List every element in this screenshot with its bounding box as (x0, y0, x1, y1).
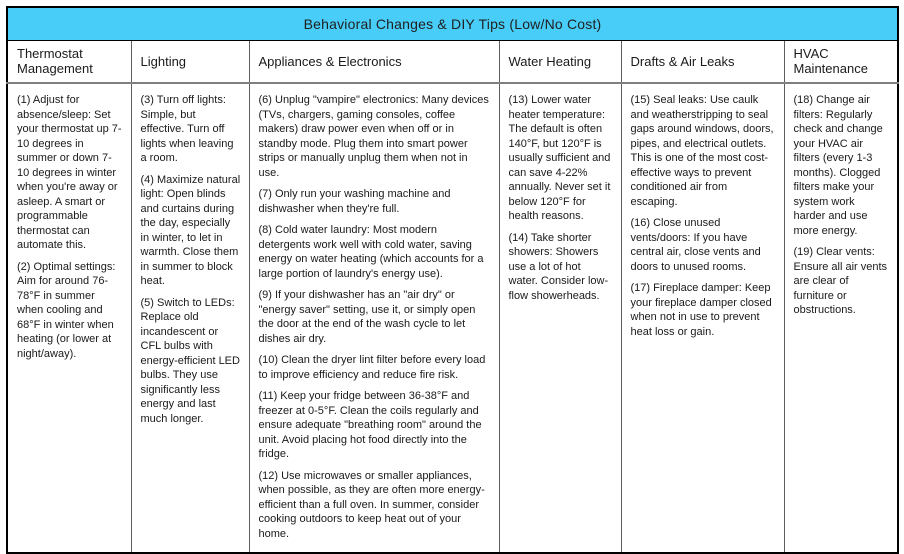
tip-item: (12) Use microwaves or smaller appliance… (258, 469, 485, 540)
header-cell-drafts-air-leaks: Drafts & Air Leaks (621, 40, 785, 84)
tip-item: (9) If your dishwasher has an "air dry" … (258, 289, 476, 345)
body-cell-thermostat-management: (1) Adjust for absence/sleep: Set your t… (7, 83, 132, 554)
body-cell-hvac-maintenance: (18) Change air filters: Regularly check… (784, 83, 898, 553)
tip-item: (19) Clear vents: Ensure all air vents a… (793, 246, 888, 317)
tip-item: (17) Fireplace damper: Keep your firepla… (630, 282, 772, 338)
tip-item: (6) Unplug "vampire" electronics: Many d… (258, 94, 489, 179)
tip-item: (18) Change air filters: Regularly check… (793, 94, 883, 237)
body-cell-drafts-air-leaks: (15) Seal leaks: Use caulk and weatherst… (621, 83, 785, 554)
tip-item: (14) Take shorter showers: Showers use a… (508, 231, 609, 302)
header-cell-thermostat-management: Thermostat Management (7, 40, 132, 84)
header-cell-appliances-electronics: Appliances & Electronics (249, 40, 500, 84)
tip-item: (2) Optimal settings: Aim for around 76-… (17, 260, 116, 360)
header-row: Thermostat Management Lighting Appliance… (7, 40, 899, 84)
tip-item: (15) Seal leaks: Use caulk and weatherst… (630, 94, 774, 208)
tip-item: (7) Only run your washing machine and di… (258, 188, 451, 215)
tip-item: (13) Lower water heater temperature: The… (508, 94, 611, 223)
tip-item: (3) Turn off lights: Simple, but effecti… (140, 94, 234, 165)
body-cell-water-heating: (13) Lower water heater temperature: The… (499, 83, 622, 554)
body-cell-appliances-electronics: (6) Unplug "vampire" electronics: Many d… (249, 83, 500, 554)
tip-item: (16) Close unused vents/doors: If you ha… (630, 217, 761, 273)
header-cell-lighting: Lighting (131, 40, 250, 84)
header-cell-water-heating: Water Heating (499, 40, 622, 84)
body-row: (1) Adjust for absence/sleep: Set your t… (7, 83, 898, 554)
title-row: Behavioral Changes & DIY Tips (Low/No Co… (7, 7, 899, 41)
tip-item: (5) Switch to LEDs: Replace old incandes… (140, 296, 240, 425)
tip-item: (8) Cold water laundry: Most modern dete… (258, 224, 484, 280)
body-cell-lighting: (3) Turn off lights: Simple, but effecti… (131, 83, 250, 554)
tip-item: (11) Keep your fridge between 36-38°F an… (258, 390, 482, 461)
tips-table: Behavioral Changes & DIY Tips (Low/No Co… (6, 6, 900, 554)
tip-item: (1) Adjust for absence/sleep: Set your t… (17, 94, 122, 252)
tip-item: (4) Maximize natural light: Open blinds … (140, 173, 241, 288)
tip-item: (10) Clean the dryer lint filter before … (258, 354, 486, 381)
table-title: Behavioral Changes & DIY Tips (Low/No Co… (7, 7, 899, 41)
header-cell-hvac-maintenance: HVAC Maintenance (784, 40, 899, 84)
